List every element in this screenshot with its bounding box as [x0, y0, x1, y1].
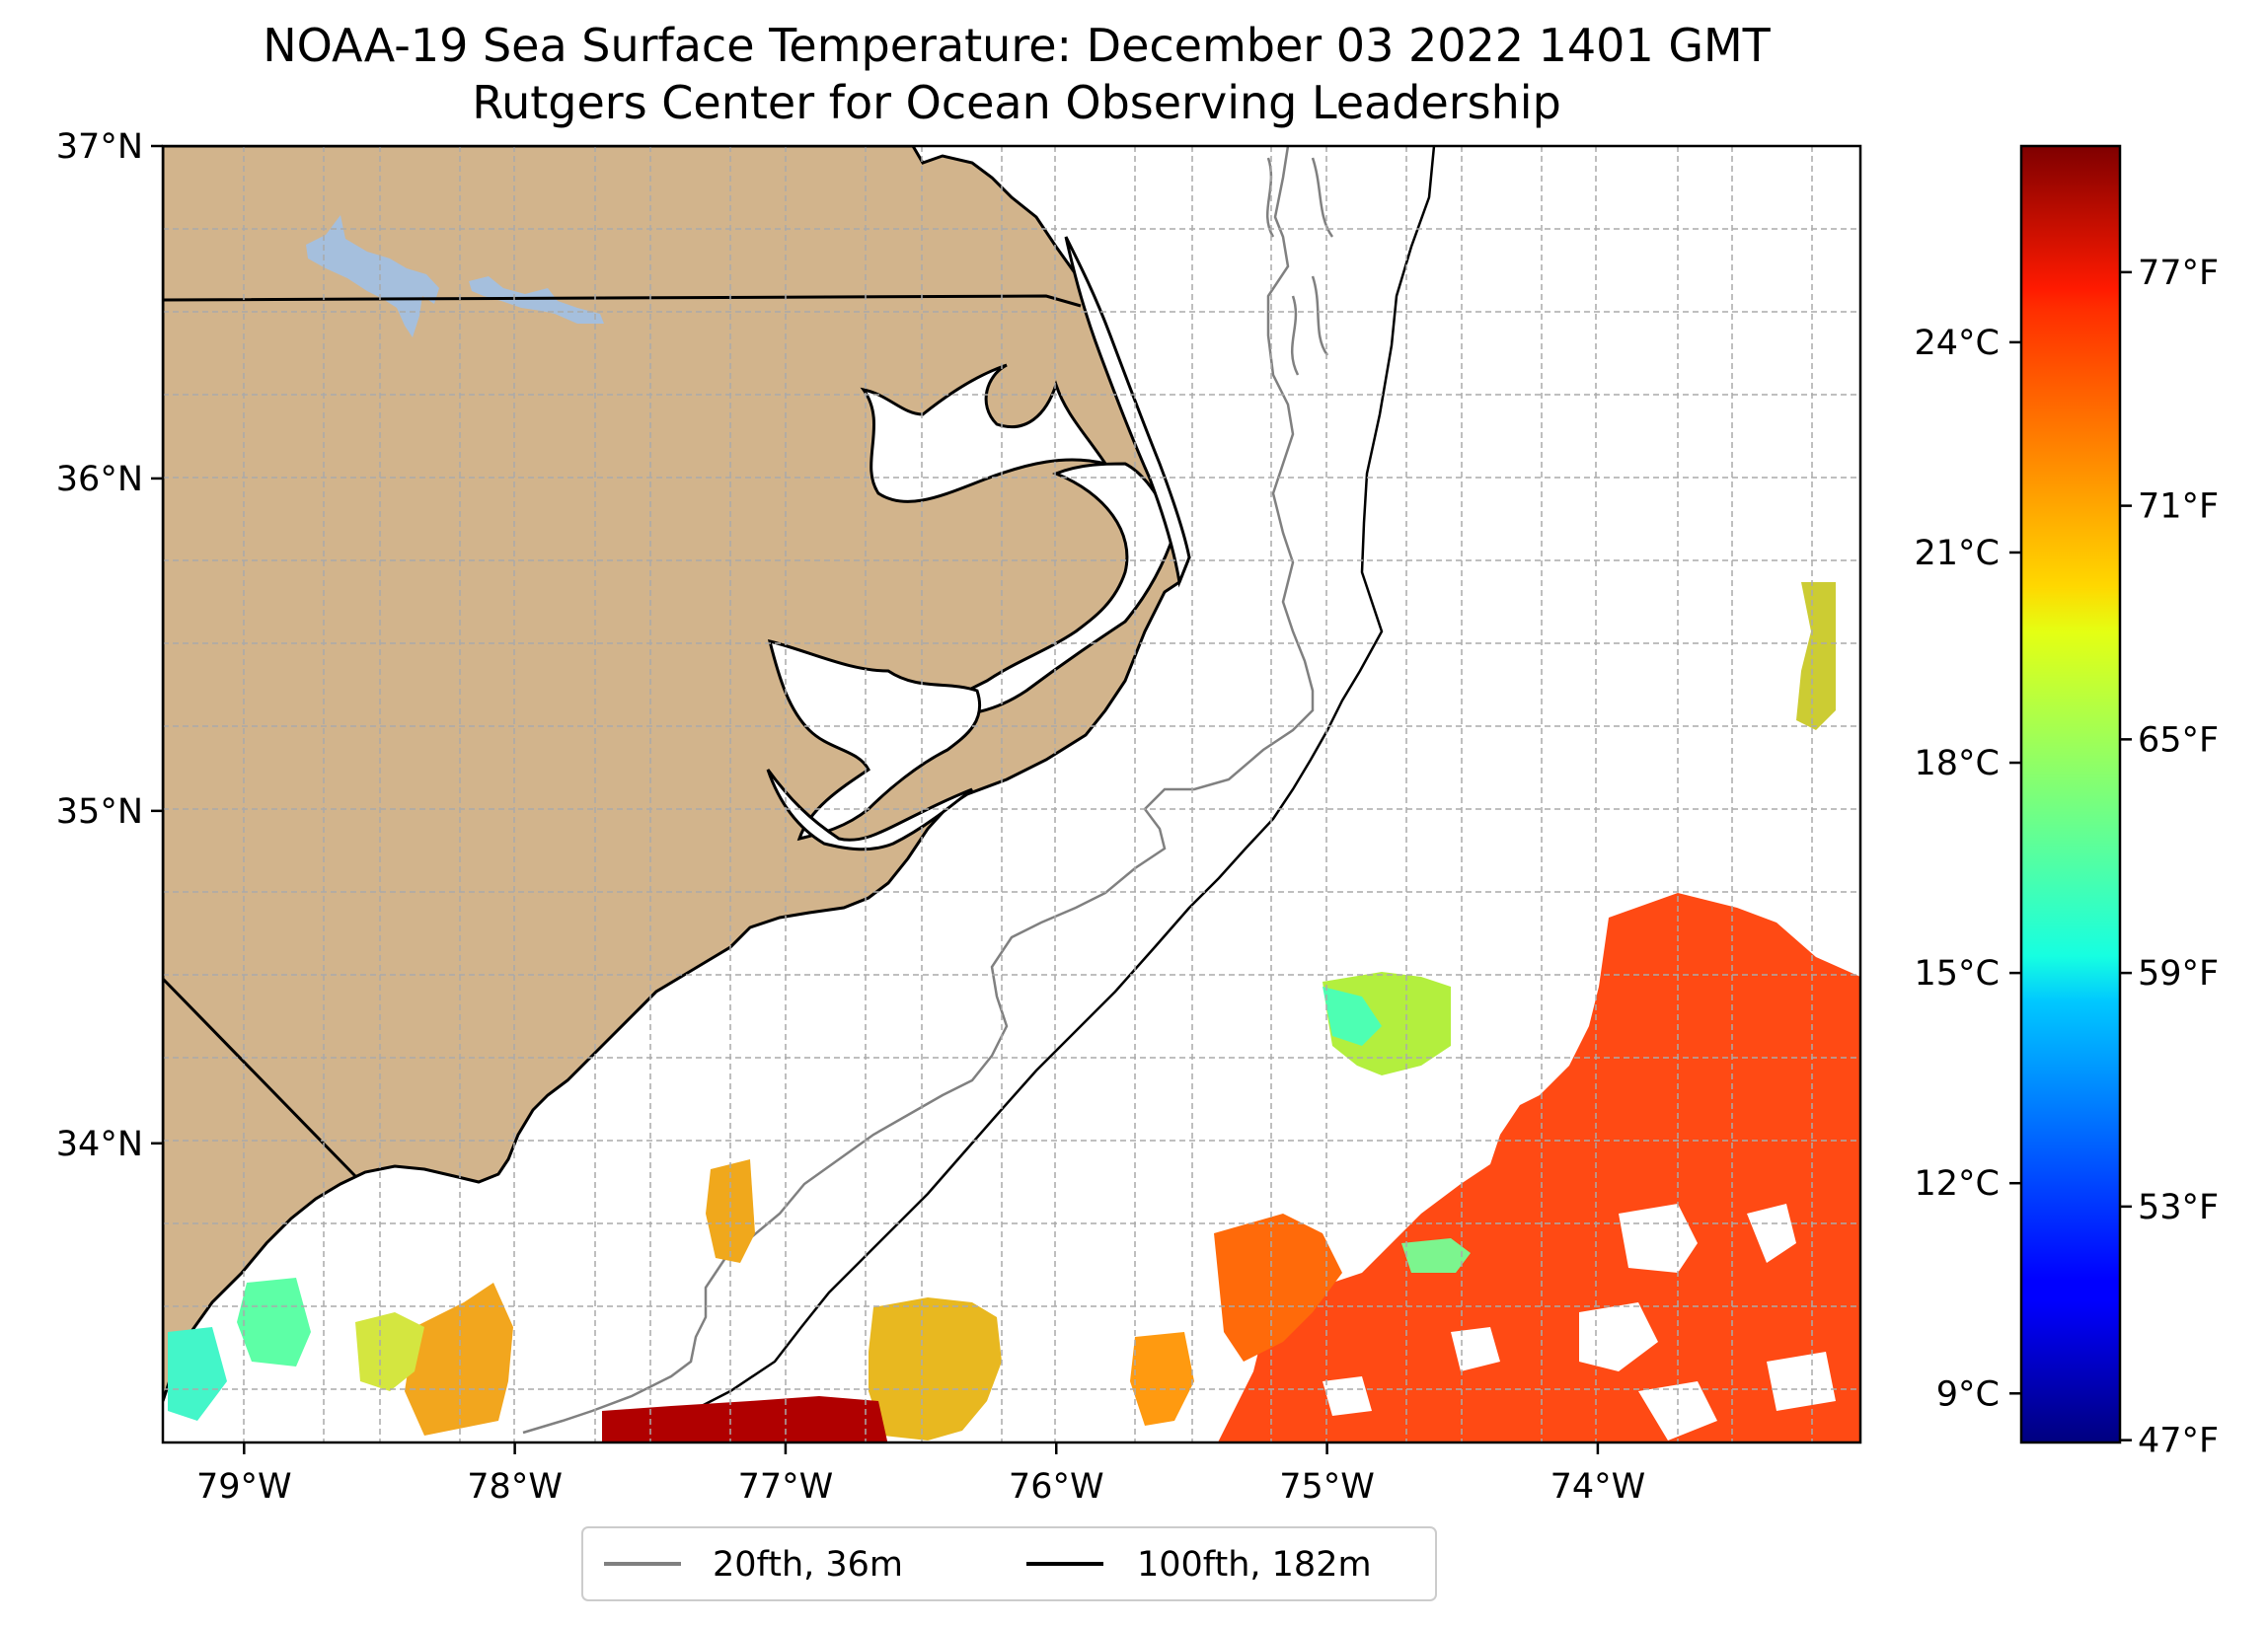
legend-label-100fth: 100fth, 182m [1137, 1545, 1372, 1585]
map-title: NOAA-19 Sea Surface Temperature: Decembe… [263, 19, 1771, 72]
legend-label-20fth: 20fth, 36m [713, 1545, 903, 1585]
graticule [163, 146, 1860, 1442]
sst-gap [1323, 1204, 1836, 1441]
pamlico-sound-south [767, 638, 982, 842]
isobath-legend: 20fth, 36m 100fth, 182m [581, 1526, 1437, 1601]
lon-tick-label: 79°W [196, 1467, 292, 1507]
map-subtitle: Rutgers Center for Ocean Observing Leade… [472, 76, 1561, 129]
sst-patch [168, 1327, 227, 1421]
lat-tick-label: 35°N [56, 792, 143, 832]
colorbar-fahrenheit-axis: 47°F 53°F 59°F 65°F 71°F 77°F [2120, 254, 2219, 1461]
celsius-tick-label: 12°C [1915, 1164, 2000, 1204]
albemarle-sound [860, 363, 1109, 503]
fahrenheit-tick-label: 65°F [2138, 720, 2219, 760]
sst-patch [1401, 1238, 1471, 1273]
fahrenheit-tick-label: 53°F [2138, 1188, 2219, 1227]
celsius-tick-label: 24°C [1915, 324, 2000, 363]
map-area [163, 146, 1860, 1442]
lat-tick-label: 37°N [56, 127, 143, 167]
colorbar-celsius-axis: 9°C 12°C 15°C 18°C 21°C 24°C [1915, 324, 2021, 1414]
sst-patch [706, 1159, 755, 1263]
isobath-20fth-shoals [1265, 157, 1334, 376]
kerr-lake [306, 215, 604, 337]
neuse-river [766, 769, 973, 851]
sst-overlay [168, 582, 1860, 1442]
isobath-100fth [611, 146, 1436, 1442]
sst-patch [1130, 1332, 1194, 1426]
legend-box [581, 1526, 1437, 1601]
sst-patch [1796, 582, 1836, 730]
sst-patch [869, 1297, 1002, 1441]
fahrenheit-tick-label: 77°F [2138, 254, 2219, 293]
lon-tick-label: 75°W [1279, 1467, 1375, 1507]
fahrenheit-tick-label: 71°F [2138, 487, 2219, 527]
colorbar: 9°C 12°C 15°C 18°C 21°C 24°C 47°F 53°F 59°F 65°F… [1915, 144, 2219, 1461]
sst-patch [602, 1396, 888, 1442]
celsius-tick-label: 18°C [1915, 744, 2000, 783]
lat-tick-label: 36°N [56, 460, 143, 499]
lon-tick-label: 74°W [1550, 1467, 1646, 1507]
outer-banks-channel [1064, 236, 1191, 588]
colorbar-gradient [2019, 144, 2122, 1444]
lon-tick-label: 76°W [1009, 1467, 1104, 1507]
state-border-va-nc [163, 294, 1082, 308]
fahrenheit-tick-label: 47°F [2138, 1422, 2219, 1461]
isobath-20fth [522, 146, 1315, 1435]
fahrenheit-tick-label: 59°F [2138, 954, 2219, 994]
celsius-tick-label: 21°C [1915, 534, 2000, 573]
longitude-axis: 79°W 78°W 77°W 76°W 75°W 74°W [196, 1442, 1645, 1507]
sst-patch [237, 1278, 311, 1367]
map-frame [161, 144, 1862, 1444]
lon-tick-label: 78°W [467, 1467, 563, 1507]
sst-patch [1214, 1214, 1342, 1362]
lat-tick-label: 34°N [56, 1125, 143, 1164]
sst-patch [1323, 987, 1382, 1046]
latitude-axis: 37°N 36°N 35°N 34°N [56, 127, 163, 1164]
celsius-tick-label: 9°C [1936, 1374, 2000, 1414]
celsius-tick-label: 15°C [1915, 954, 2000, 994]
sst-patch [355, 1312, 424, 1391]
sst-patch [405, 1283, 513, 1436]
sst-patch [1218, 893, 1860, 1442]
lon-tick-label: 77°W [738, 1467, 834, 1507]
